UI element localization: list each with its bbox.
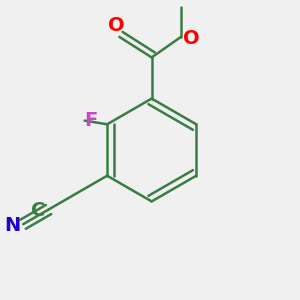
Text: N: N bbox=[4, 216, 20, 235]
Text: O: O bbox=[182, 29, 199, 48]
Text: O: O bbox=[108, 16, 125, 35]
Text: F: F bbox=[85, 111, 98, 130]
Text: C: C bbox=[31, 202, 46, 220]
